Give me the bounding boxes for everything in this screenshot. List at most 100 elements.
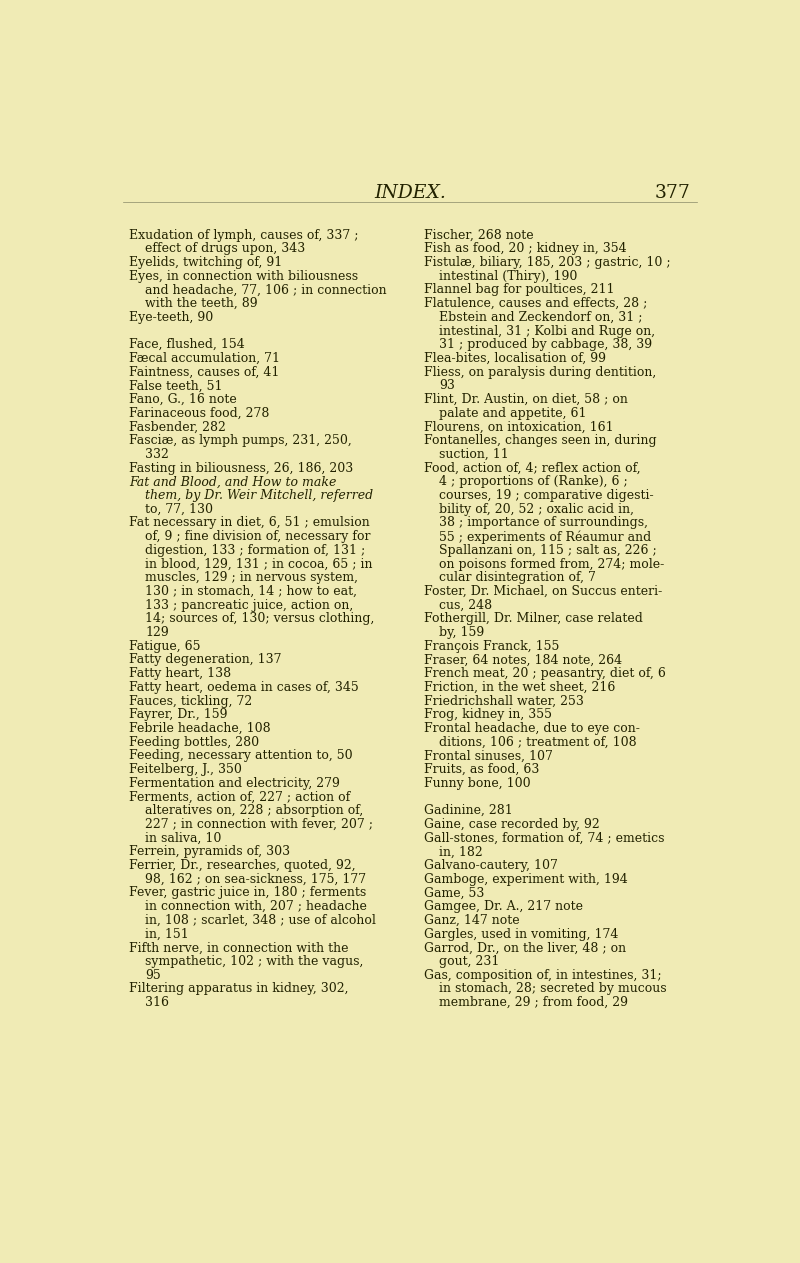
Text: Fano, G., 16 note: Fano, G., 16 note bbox=[130, 393, 237, 405]
Text: Foster, Dr. Michael, on Succus enteri-: Foster, Dr. Michael, on Succus enteri- bbox=[424, 585, 662, 597]
Text: Feitelberg, J., 350: Feitelberg, J., 350 bbox=[130, 763, 242, 775]
Text: 38 ; importance of surroundings,: 38 ; importance of surroundings, bbox=[439, 517, 649, 529]
Text: Fever, gastric juice in, 180 ; ferments: Fever, gastric juice in, 180 ; ferments bbox=[130, 887, 366, 899]
Text: Gargles, used in vomiting, 174: Gargles, used in vomiting, 174 bbox=[424, 927, 618, 941]
Text: Game, 53: Game, 53 bbox=[424, 887, 484, 899]
Text: Fæcal accumulation, 71: Fæcal accumulation, 71 bbox=[130, 352, 281, 365]
Text: Fliess, on paralysis during dentition,: Fliess, on paralysis during dentition, bbox=[424, 365, 656, 379]
Text: Feeding bottles, 280: Feeding bottles, 280 bbox=[130, 735, 259, 749]
Text: in connection with, 207 ; headache: in connection with, 207 ; headache bbox=[145, 901, 367, 913]
Text: 130 ; in stomach, 14 ; how to eat,: 130 ; in stomach, 14 ; how to eat, bbox=[145, 585, 357, 597]
Text: 316: 316 bbox=[145, 997, 169, 1009]
Text: Fauces, tickling, 72: Fauces, tickling, 72 bbox=[130, 695, 253, 707]
Text: Fraser, 64 notes, 184 note, 264: Fraser, 64 notes, 184 note, 264 bbox=[424, 653, 622, 667]
Text: Fayrer, Dr., 159: Fayrer, Dr., 159 bbox=[130, 709, 228, 721]
Text: Face, flushed, 154: Face, flushed, 154 bbox=[130, 338, 245, 351]
Text: intestinal (Thiry), 190: intestinal (Thiry), 190 bbox=[439, 270, 578, 283]
Text: 332: 332 bbox=[145, 448, 169, 461]
Text: Gaine, case recorded by, 92: Gaine, case recorded by, 92 bbox=[424, 818, 600, 831]
Text: of, 9 ; fine division of, necessary for: of, 9 ; fine division of, necessary for bbox=[145, 530, 370, 543]
Text: Fatigue, 65: Fatigue, 65 bbox=[130, 640, 201, 653]
Text: with the teeth, 89: with the teeth, 89 bbox=[145, 297, 258, 311]
Text: Fatty heart, oedema in cases of, 345: Fatty heart, oedema in cases of, 345 bbox=[130, 681, 359, 693]
Text: 377: 377 bbox=[654, 184, 690, 202]
Text: cular disintegration of, 7: cular disintegration of, 7 bbox=[439, 571, 596, 585]
Text: Funny bone, 100: Funny bone, 100 bbox=[424, 777, 530, 789]
Text: in saliva, 10: in saliva, 10 bbox=[145, 831, 222, 845]
Text: membrane, 29 ; from food, 29: membrane, 29 ; from food, 29 bbox=[439, 997, 629, 1009]
Text: in blood, 129, 131 ; in cocoa, 65 ; in: in blood, 129, 131 ; in cocoa, 65 ; in bbox=[145, 557, 373, 571]
Text: bility of, 20, 52 ; oxalic acid in,: bility of, 20, 52 ; oxalic acid in, bbox=[439, 503, 634, 515]
Text: in stomach, 28; secreted by mucous: in stomach, 28; secreted by mucous bbox=[439, 983, 667, 995]
Text: Flint, Dr. Austin, on diet, 58 ; on: Flint, Dr. Austin, on diet, 58 ; on bbox=[424, 393, 628, 405]
Text: 93: 93 bbox=[439, 379, 455, 393]
Text: Flourens, on intoxication, 161: Flourens, on intoxication, 161 bbox=[424, 421, 614, 433]
Text: in, 182: in, 182 bbox=[439, 845, 483, 859]
Text: Eyes, in connection with biliousness: Eyes, in connection with biliousness bbox=[130, 270, 358, 283]
Text: Farinaceous food, 278: Farinaceous food, 278 bbox=[130, 407, 270, 419]
Text: 55 ; experiments of Réaumur and: 55 ; experiments of Réaumur and bbox=[439, 530, 652, 543]
Text: 227 ; in connection with fever, 207 ;: 227 ; in connection with fever, 207 ; bbox=[145, 818, 373, 831]
Text: Fothergill, Dr. Milner, case related: Fothergill, Dr. Milner, case related bbox=[424, 613, 643, 625]
Text: Friction, in the wet sheet, 216: Friction, in the wet sheet, 216 bbox=[424, 681, 615, 693]
Text: Fasbender, 282: Fasbender, 282 bbox=[130, 421, 226, 433]
Text: Fatty degeneration, 137: Fatty degeneration, 137 bbox=[130, 653, 282, 667]
Text: Gall-stones, formation of, 74 ; emetics: Gall-stones, formation of, 74 ; emetics bbox=[424, 831, 665, 845]
Text: Garrod, Dr., on the liver, 48 ; on: Garrod, Dr., on the liver, 48 ; on bbox=[424, 941, 626, 955]
Text: 98, 162 ; on sea-sickness, 175, 177: 98, 162 ; on sea-sickness, 175, 177 bbox=[145, 873, 366, 885]
Text: Gamboge, experiment with, 194: Gamboge, experiment with, 194 bbox=[424, 873, 628, 885]
Text: François Franck, 155: François Franck, 155 bbox=[424, 640, 559, 653]
Text: Gadinine, 281: Gadinine, 281 bbox=[424, 805, 513, 817]
Text: Fistulæ, biliary, 185, 203 ; gastric, 10 ;: Fistulæ, biliary, 185, 203 ; gastric, 10… bbox=[424, 256, 670, 269]
Text: 14; sources of, 130; versus clothing,: 14; sources of, 130; versus clothing, bbox=[145, 613, 374, 625]
Text: Exudation of lymph, causes of, 337 ;: Exudation of lymph, causes of, 337 ; bbox=[130, 229, 359, 241]
Text: Feeding, necessary attention to, 50: Feeding, necessary attention to, 50 bbox=[130, 749, 353, 763]
Text: cus, 248: cus, 248 bbox=[439, 599, 493, 611]
Text: Flea-bites, localisation of, 99: Flea-bites, localisation of, 99 bbox=[424, 352, 606, 365]
Text: suction, 11: suction, 11 bbox=[439, 448, 509, 461]
Text: Frontal sinuses, 107: Frontal sinuses, 107 bbox=[424, 749, 553, 763]
Text: Gamgee, Dr. A., 217 note: Gamgee, Dr. A., 217 note bbox=[424, 901, 583, 913]
Text: Ferrein, pyramids of, 303: Ferrein, pyramids of, 303 bbox=[130, 845, 290, 859]
Text: Ebstein and Zeckendorf on, 31 ;: Ebstein and Zeckendorf on, 31 ; bbox=[439, 311, 643, 323]
Text: Spallanzani on, 115 ; salt as, 226 ;: Spallanzani on, 115 ; salt as, 226 ; bbox=[439, 544, 658, 557]
Text: French meat, 20 ; peasantry, diet of, 6: French meat, 20 ; peasantry, diet of, 6 bbox=[424, 667, 666, 681]
Text: Fasciæ, as lymph pumps, 231, 250,: Fasciæ, as lymph pumps, 231, 250, bbox=[130, 434, 352, 447]
Text: Ferments, action of, 227 ; action of: Ferments, action of, 227 ; action of bbox=[130, 791, 350, 803]
Text: Frontal headache, due to eye con-: Frontal headache, due to eye con- bbox=[424, 722, 640, 735]
Text: Friedrichshall water, 253: Friedrichshall water, 253 bbox=[424, 695, 584, 707]
Text: 31 ; produced by cabbage, 38, 39: 31 ; produced by cabbage, 38, 39 bbox=[439, 338, 653, 351]
Text: in, 151: in, 151 bbox=[145, 927, 189, 941]
Text: on poisons formed from, 274; mole-: on poisons formed from, 274; mole- bbox=[439, 557, 665, 571]
Text: Ganz, 147 note: Ganz, 147 note bbox=[424, 914, 519, 927]
Text: courses, 19 ; comparative digesti-: courses, 19 ; comparative digesti- bbox=[439, 489, 654, 501]
Text: Faintness, causes of, 41: Faintness, causes of, 41 bbox=[130, 365, 280, 379]
Text: Filtering apparatus in kidney, 302,: Filtering apparatus in kidney, 302, bbox=[130, 983, 349, 995]
Text: Fasting in biliousness, 26, 186, 203: Fasting in biliousness, 26, 186, 203 bbox=[130, 461, 354, 475]
Text: Fifth nerve, in connection with the: Fifth nerve, in connection with the bbox=[130, 941, 349, 955]
Text: in, 108 ; scarlet, 348 ; use of alcohol: in, 108 ; scarlet, 348 ; use of alcohol bbox=[145, 914, 376, 927]
Text: Ferrier, Dr., researches, quoted, 92,: Ferrier, Dr., researches, quoted, 92, bbox=[130, 859, 356, 871]
Text: Eye-teeth, 90: Eye-teeth, 90 bbox=[130, 311, 214, 323]
Text: Fermentation and electricity, 279: Fermentation and electricity, 279 bbox=[130, 777, 340, 789]
Text: False teeth, 51: False teeth, 51 bbox=[130, 379, 223, 393]
Text: Eyelids, twitching of, 91: Eyelids, twitching of, 91 bbox=[130, 256, 282, 269]
Text: alteratives on, 228 ; absorption of,: alteratives on, 228 ; absorption of, bbox=[145, 805, 363, 817]
Text: intestinal, 31 ; Kolbi and Ruge on,: intestinal, 31 ; Kolbi and Ruge on, bbox=[439, 325, 655, 337]
Text: and headache, 77, 106 ; in connection: and headache, 77, 106 ; in connection bbox=[145, 283, 386, 297]
Text: Fat necessary in diet, 6, 51 ; emulsion: Fat necessary in diet, 6, 51 ; emulsion bbox=[130, 517, 370, 529]
Text: sympathetic, 102 ; with the vagus,: sympathetic, 102 ; with the vagus, bbox=[145, 955, 363, 967]
Text: Flannel bag for poultices, 211: Flannel bag for poultices, 211 bbox=[424, 283, 614, 297]
Text: Food, action of, 4; reflex action of,: Food, action of, 4; reflex action of, bbox=[424, 461, 641, 475]
Text: palate and appetite, 61: palate and appetite, 61 bbox=[439, 407, 587, 419]
Text: 129: 129 bbox=[145, 626, 169, 639]
Text: gout, 231: gout, 231 bbox=[439, 955, 500, 967]
Text: Fat and Blood, and How to make: Fat and Blood, and How to make bbox=[130, 475, 337, 489]
Text: 95: 95 bbox=[145, 969, 161, 981]
Text: Fatty heart, 138: Fatty heart, 138 bbox=[130, 667, 231, 681]
Text: them, by Dr. Weir Mitchell, referred: them, by Dr. Weir Mitchell, referred bbox=[145, 489, 373, 501]
Text: Fischer, 268 note: Fischer, 268 note bbox=[424, 229, 534, 241]
Text: Gas, composition of, in intestines, 31;: Gas, composition of, in intestines, 31; bbox=[424, 969, 662, 981]
Text: Febrile headache, 108: Febrile headache, 108 bbox=[130, 722, 271, 735]
Text: Frog, kidney in, 355: Frog, kidney in, 355 bbox=[424, 709, 552, 721]
